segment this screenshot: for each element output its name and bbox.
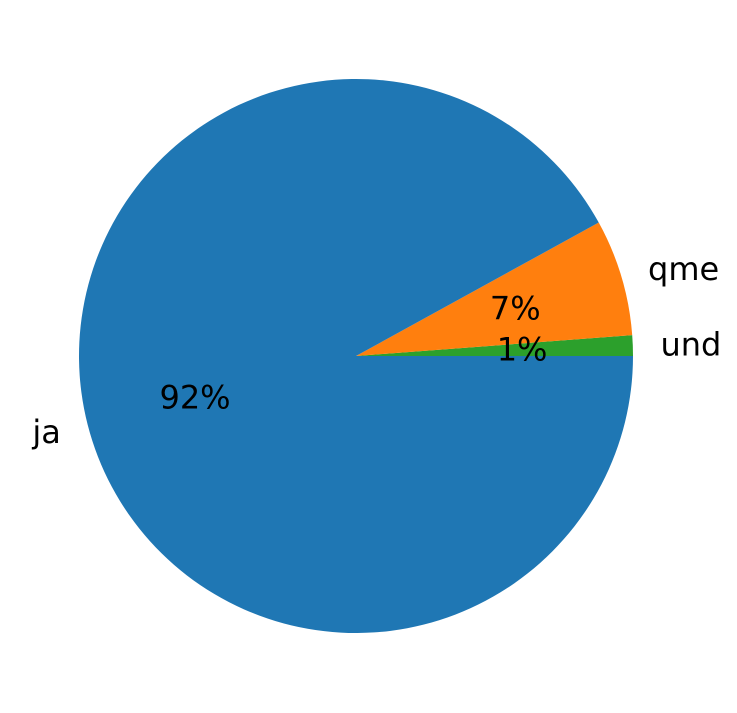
pie-slice-qme — [356, 222, 633, 356]
slice-percent-label-ja: 92% — [159, 378, 230, 416]
pie-slice-und — [356, 335, 633, 356]
pie-slices — [79, 78, 634, 634]
slice-category-label-qme: qme — [648, 250, 719, 288]
slice-percent-label-qme: 7% — [490, 290, 541, 328]
pie-slice-ja — [79, 78, 634, 634]
slice-category-label-und: und — [660, 326, 721, 364]
pie-labels: 1% und 7% qme 92% ja — [31, 250, 721, 451]
slice-category-label-ja: ja — [31, 413, 61, 451]
slice-percent-label-und: 1% — [497, 331, 548, 369]
